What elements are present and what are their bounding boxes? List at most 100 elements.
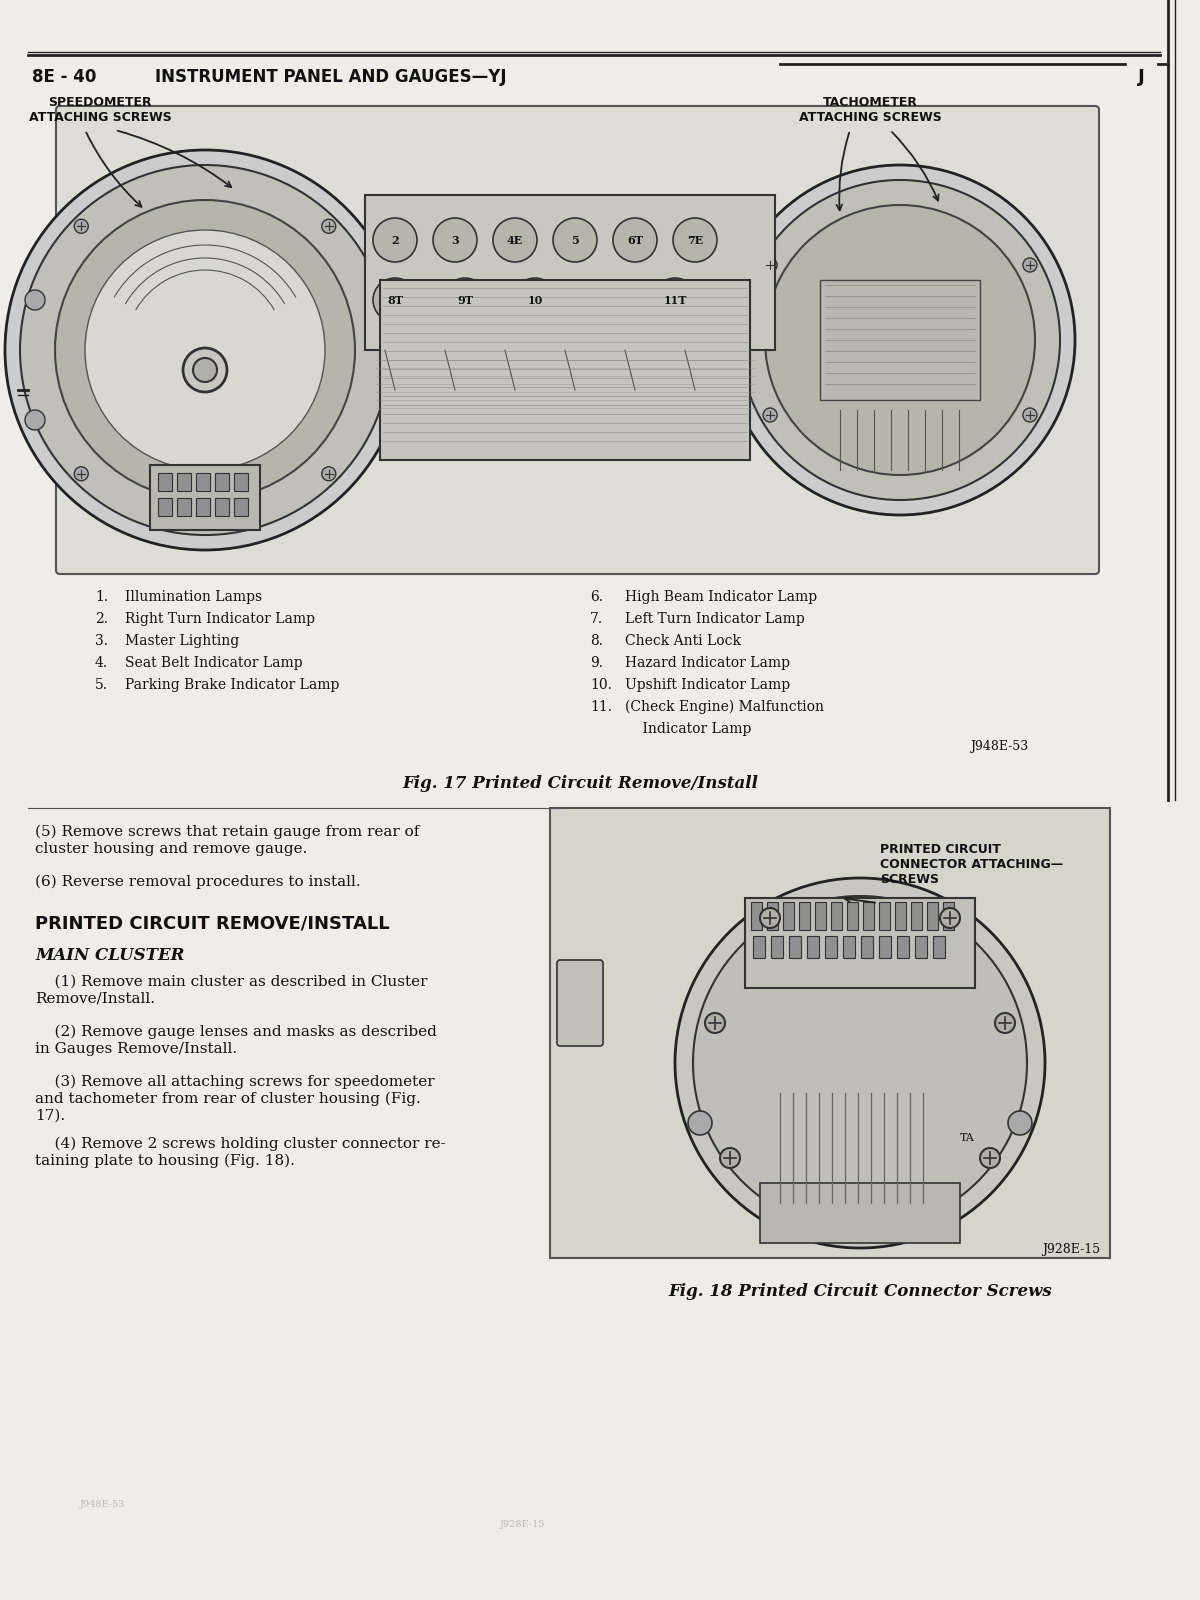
Text: Seat Belt Indicator Lamp: Seat Belt Indicator Lamp (125, 656, 302, 670)
Text: 7E: 7E (686, 235, 703, 245)
Bar (745, 898, 974, 987)
Text: (5) Remove screws that retain gauge from rear of
cluster housing and remove gaug: (5) Remove screws that retain gauge from… (35, 826, 419, 856)
Bar (928, 902, 938, 930)
Text: (6) Reverse removal procedures to install.: (6) Reverse removal procedures to instal… (35, 875, 361, 890)
Circle shape (706, 1013, 725, 1034)
FancyBboxPatch shape (557, 960, 604, 1046)
Text: Master Lighting: Master Lighting (125, 634, 239, 648)
Circle shape (725, 165, 1075, 515)
Text: 1.: 1. (95, 590, 108, 603)
Text: MAIN CLUSTER: MAIN CLUSTER (35, 947, 185, 963)
Bar (820, 280, 980, 400)
Text: J928E-15: J928E-15 (500, 1520, 545, 1530)
Bar (178, 498, 191, 515)
Circle shape (613, 218, 658, 262)
Text: Indicator Lamp: Indicator Lamp (625, 722, 751, 736)
Circle shape (674, 878, 1045, 1248)
Text: Illumination Lamps: Illumination Lamps (125, 590, 262, 603)
FancyBboxPatch shape (56, 106, 1099, 574)
Circle shape (587, 282, 623, 318)
Text: Fig. 17 Printed Circuit Remove/Install: Fig. 17 Printed Circuit Remove/Install (402, 774, 758, 792)
Bar (754, 936, 766, 958)
Bar (830, 902, 842, 930)
Bar (815, 902, 826, 930)
Circle shape (433, 218, 478, 262)
Bar (943, 902, 954, 930)
Text: 8T: 8T (386, 294, 403, 306)
Bar (234, 474, 248, 491)
Circle shape (85, 230, 325, 470)
Circle shape (1022, 258, 1037, 272)
Text: Fig. 18 Printed Circuit Connector Screws: Fig. 18 Printed Circuit Connector Screws (668, 1283, 1052, 1299)
Bar (772, 936, 784, 958)
Circle shape (694, 896, 1027, 1230)
Text: (2) Remove gauge lenses and masks as described
in Gauges Remove/Install.: (2) Remove gauge lenses and masks as des… (35, 1026, 437, 1056)
Text: 10: 10 (527, 294, 542, 306)
Bar (878, 902, 890, 930)
Circle shape (74, 467, 89, 480)
Circle shape (995, 1013, 1015, 1034)
Text: 8E - 40: 8E - 40 (32, 67, 96, 86)
Circle shape (1008, 1110, 1032, 1134)
Bar (916, 936, 928, 958)
Text: 4.: 4. (95, 656, 108, 670)
Text: TA: TA (960, 1133, 974, 1142)
Circle shape (514, 278, 557, 322)
Circle shape (373, 218, 418, 262)
Circle shape (673, 218, 718, 262)
Bar (847, 902, 858, 930)
Circle shape (740, 179, 1060, 499)
Text: INSTRUMENT PANEL AND GAUGES—YJ: INSTRUMENT PANEL AND GAUGES—YJ (155, 67, 506, 86)
Circle shape (1022, 408, 1037, 422)
Bar (760, 1182, 960, 1243)
Circle shape (322, 467, 336, 480)
Bar (799, 902, 810, 930)
Circle shape (193, 358, 217, 382)
Text: TACHOMETER
ATTACHING SCREWS: TACHOMETER ATTACHING SCREWS (799, 96, 941, 125)
Text: 4E: 4E (506, 235, 523, 245)
Bar (196, 498, 210, 515)
Circle shape (653, 278, 697, 322)
Circle shape (688, 1110, 712, 1134)
Circle shape (763, 408, 778, 422)
Bar (790, 936, 802, 958)
Text: (3) Remove all attaching screws for speedometer
and tachometer from rear of clus: (3) Remove all attaching screws for spee… (35, 1075, 434, 1122)
Text: 5: 5 (571, 235, 578, 245)
Circle shape (182, 349, 227, 392)
Text: 3.: 3. (95, 634, 108, 648)
Circle shape (74, 219, 89, 234)
Text: 6T: 6T (628, 235, 643, 245)
Text: J948E-53: J948E-53 (970, 739, 1028, 754)
Text: 7.: 7. (590, 611, 604, 626)
Bar (878, 936, 890, 958)
Text: PRINTED CIRCUIT REMOVE/INSTALL: PRINTED CIRCUIT REMOVE/INSTALL (35, 915, 390, 933)
Circle shape (763, 258, 778, 272)
Text: Right Turn Indicator Lamp: Right Turn Indicator Lamp (125, 611, 314, 626)
Text: 3: 3 (451, 235, 458, 245)
Bar (178, 474, 191, 491)
Bar (158, 498, 172, 515)
Circle shape (760, 909, 780, 928)
Text: SPEEDOMETER
ATTACHING SCREWS: SPEEDOMETER ATTACHING SCREWS (29, 96, 172, 125)
Bar (842, 936, 854, 958)
Text: Upshift Indicator Lamp: Upshift Indicator Lamp (625, 678, 790, 691)
Text: J: J (1138, 67, 1145, 86)
Circle shape (5, 150, 406, 550)
Text: High Beam Indicator Lamp: High Beam Indicator Lamp (625, 590, 817, 603)
Text: (Check Engine) Malfunction: (Check Engine) Malfunction (625, 701, 824, 714)
Text: 10.: 10. (590, 678, 612, 691)
Circle shape (980, 1149, 1000, 1168)
Bar (196, 474, 210, 491)
Circle shape (940, 909, 960, 928)
Text: (1) Remove main cluster as described in Cluster
Remove/Install.: (1) Remove main cluster as described in … (35, 974, 427, 1005)
Bar (911, 902, 922, 930)
Circle shape (720, 1149, 740, 1168)
Text: J948E-53: J948E-53 (80, 1501, 125, 1509)
Circle shape (20, 165, 390, 534)
Text: PRINTED CIRCUIT
CONNECTOR ATTACHING—
SCREWS: PRINTED CIRCUIT CONNECTOR ATTACHING— SCR… (880, 843, 1063, 886)
Bar (826, 936, 838, 958)
Text: 6.: 6. (590, 590, 604, 603)
Bar (863, 902, 874, 930)
Text: (4) Remove 2 screws holding cluster connector re-
taining plate to housing (Fig.: (4) Remove 2 screws holding cluster conn… (35, 1138, 445, 1168)
Bar (784, 902, 794, 930)
